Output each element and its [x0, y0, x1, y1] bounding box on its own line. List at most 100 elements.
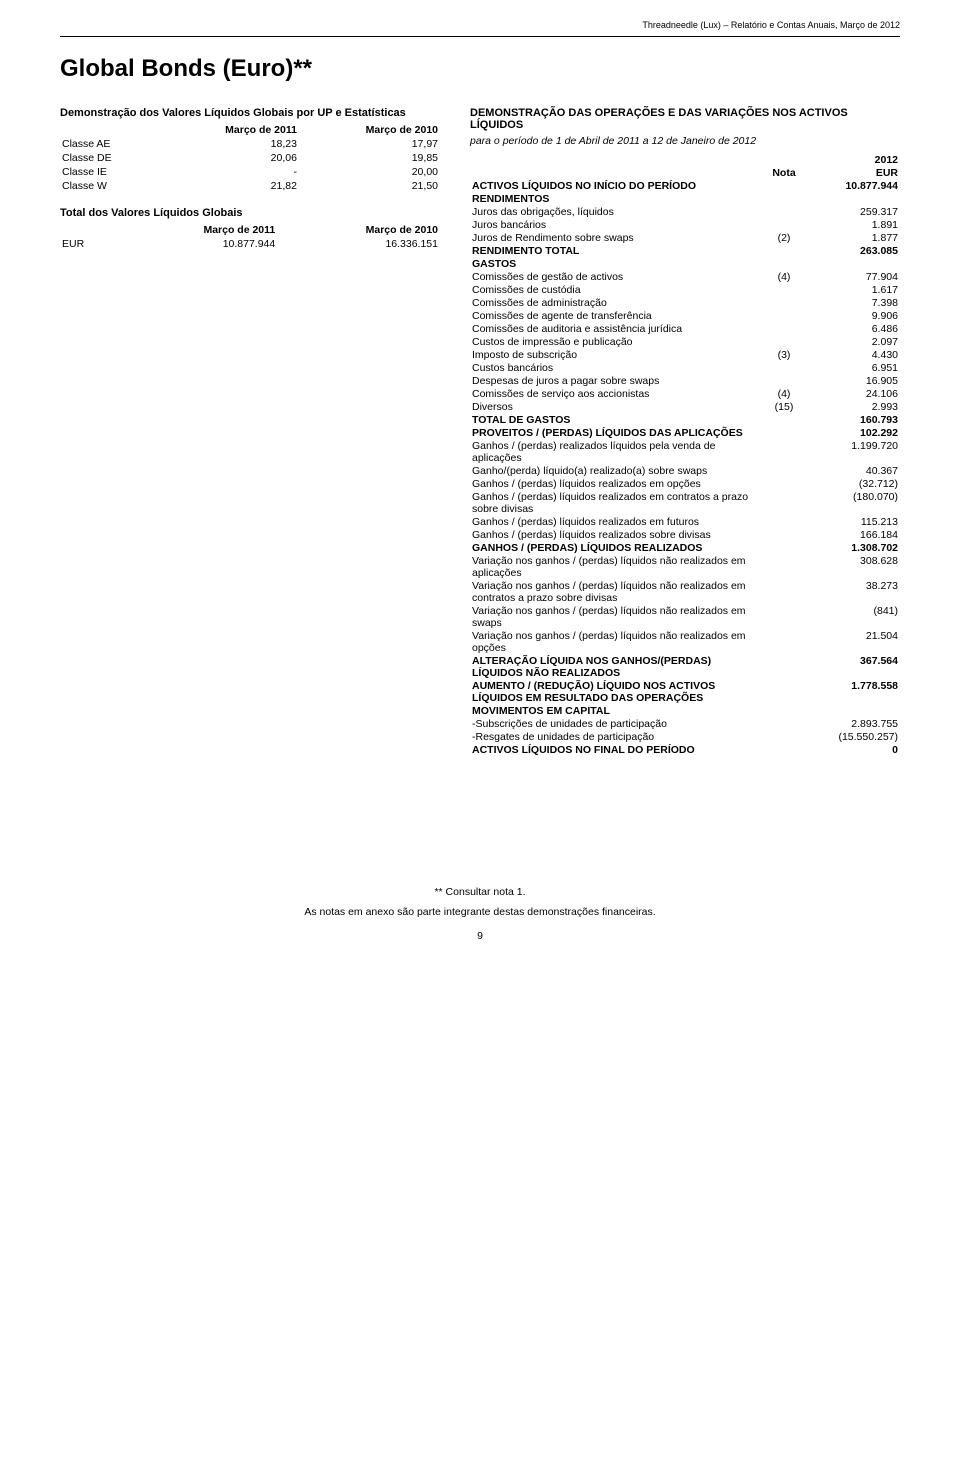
table-row: Comissões de custódia1.617 [470, 283, 900, 296]
row-label: Diversos [470, 400, 762, 413]
totals-table: Março de 2011 Março de 2010 EUR10.877.94… [60, 223, 440, 251]
table-row: Comissões de agente de transferência9.90… [470, 309, 900, 322]
row-label: Comissões de gestão de activos [470, 270, 762, 283]
table-row: Custos de impressão e publicação2.097 [470, 335, 900, 348]
cell: EUR [60, 237, 116, 251]
cell: 19,85 [299, 151, 440, 165]
row-label: MOVIMENTOS EM CAPITAL [470, 704, 762, 717]
table-row: Classe AE18,2317,97 [60, 137, 440, 151]
header-rule [60, 36, 900, 37]
row-label: Custos bancários [470, 361, 762, 374]
row-value: (15.550.257) [806, 730, 900, 743]
row-value: 77.904 [806, 270, 900, 283]
table-row: Comissões de gestão de activos(4)77.904 [470, 270, 900, 283]
row-value [806, 257, 900, 270]
row-value: 102.292 [806, 426, 900, 439]
table-row: ALTERAÇÃO LÍQUIDA NOS GANHOS/(PERDAS) LÍ… [470, 654, 900, 679]
row-value: 1.891 [806, 218, 900, 231]
row-value: 6.486 [806, 322, 900, 335]
row-label: Despesas de juros a pagar sobre swaps [470, 374, 762, 387]
footnote-2: As notas em anexo são parte integrante d… [60, 906, 900, 918]
row-nota [762, 374, 806, 387]
row-value: 263.085 [806, 244, 900, 257]
table-row: ACTIVOS LÍQUIDOS NO INÍCIO DO PERÍODO10.… [470, 179, 900, 192]
row-label: RENDIMENTOS [470, 192, 762, 205]
table-row: Variação nos ganhos / (perdas) líquidos … [470, 554, 900, 579]
row-value: (180.070) [806, 490, 900, 515]
right-column: DEMONSTRAÇÃO DAS OPERAÇÕES E DAS VARIAÇÕ… [470, 107, 900, 756]
stats-col-empty [60, 123, 159, 137]
table-row: Variação nos ganhos / (perdas) líquidos … [470, 604, 900, 629]
table-row: RENDIMENTOS [470, 192, 900, 205]
col-nota: Nota [762, 166, 806, 179]
row-value: 21.504 [806, 629, 900, 654]
row-nota [762, 629, 806, 654]
row-value: 308.628 [806, 554, 900, 579]
row-label: Ganhos / (perdas) líquidos realizados so… [470, 528, 762, 541]
table-row: Ganhos / (perdas) líquidos realizados em… [470, 477, 900, 490]
row-label: Imposto de subscrição [470, 348, 762, 361]
row-value: (841) [806, 604, 900, 629]
row-nota [762, 528, 806, 541]
row-label: RENDIMENTO TOTAL [470, 244, 762, 257]
row-value: 1.778.558 [806, 679, 900, 704]
table-row: Classe IE-20,00 [60, 165, 440, 179]
row-nota [762, 743, 806, 756]
table-row: Custos bancários6.951 [470, 361, 900, 374]
table-row: AUMENTO / (REDUÇÃO) LÍQUIDO NOS ACTIVOS … [470, 679, 900, 704]
empty-cell [762, 153, 806, 166]
row-value: 160.793 [806, 413, 900, 426]
row-label: ALTERAÇÃO LÍQUIDA NOS GANHOS/(PERDAS) LÍ… [470, 654, 762, 679]
row-nota [762, 464, 806, 477]
row-nota [762, 257, 806, 270]
row-value: 1.617 [806, 283, 900, 296]
ops-header-year: 2012 [470, 153, 900, 166]
row-nota [762, 490, 806, 515]
row-label: Variação nos ganhos / (perdas) líquidos … [470, 629, 762, 654]
row-nota [762, 604, 806, 629]
table-row: Comissões de serviço aos accionistas(4)2… [470, 387, 900, 400]
row-value: 1.877 [806, 231, 900, 244]
row-label: ACTIVOS LÍQUIDOS NO INÍCIO DO PERÍODO [470, 179, 762, 192]
row-nota [762, 179, 806, 192]
row-value: 16.905 [806, 374, 900, 387]
row-label: Comissões de auditoria e assistência jur… [470, 322, 762, 335]
ops-header-nota: Nota EUR [470, 166, 900, 179]
row-label: Juros de Rendimento sobre swaps [470, 231, 762, 244]
row-nota [762, 477, 806, 490]
row-nota [762, 244, 806, 257]
table-row: Ganhos / (perdas) líquidos realizados em… [470, 515, 900, 528]
table-row: Classe DE20,0619,85 [60, 151, 440, 165]
table-row: EUR10.877.94416.336.151 [60, 237, 440, 251]
table-row: PROVEITOS / (PERDAS) LÍQUIDOS DAS APLICA… [470, 426, 900, 439]
totals-col-empty [60, 223, 116, 237]
row-value: (32.712) [806, 477, 900, 490]
row-label: Ganhos / (perdas) líquidos realizados em… [470, 477, 762, 490]
row-label: Custos de impressão e publicação [470, 335, 762, 348]
left-heading-2: Total dos Valores Líquidos Globais [60, 207, 440, 219]
row-label: ACTIVOS LÍQUIDOS NO FINAL DO PERÍODO [470, 743, 762, 756]
row-label: Comissões de administração [470, 296, 762, 309]
row-value: 166.184 [806, 528, 900, 541]
cell: 20,06 [159, 151, 299, 165]
row-label: Juros bancários [470, 218, 762, 231]
table-row: RENDIMENTO TOTAL 263.085 [470, 244, 900, 257]
table-row: GANHOS / (PERDAS) LÍQUIDOS REALIZADOS1.3… [470, 541, 900, 554]
col-year: 2012 [806, 153, 900, 166]
cell: - [159, 165, 299, 179]
table-row: Variação nos ganhos / (perdas) líquidos … [470, 629, 900, 654]
row-value: 40.367 [806, 464, 900, 477]
row-label: Variação nos ganhos / (perdas) líquidos … [470, 579, 762, 604]
row-nota [762, 322, 806, 335]
cell: 16.336.151 [277, 237, 440, 251]
table-row: Variação nos ganhos / (perdas) líquidos … [470, 579, 900, 604]
table-row: MOVIMENTOS EM CAPITAL [470, 704, 900, 717]
row-nota [762, 439, 806, 464]
row-nota [762, 205, 806, 218]
row-label: GANHOS / (PERDAS) LÍQUIDOS REALIZADOS [470, 541, 762, 554]
table-row: Imposto de subscrição(3)4.430 [470, 348, 900, 361]
row-nota [762, 554, 806, 579]
table-row: Ganhos / (perdas) líquidos realizados so… [470, 528, 900, 541]
row-value: 38.273 [806, 579, 900, 604]
totals-header-row: Março de 2011 Março de 2010 [60, 223, 440, 237]
